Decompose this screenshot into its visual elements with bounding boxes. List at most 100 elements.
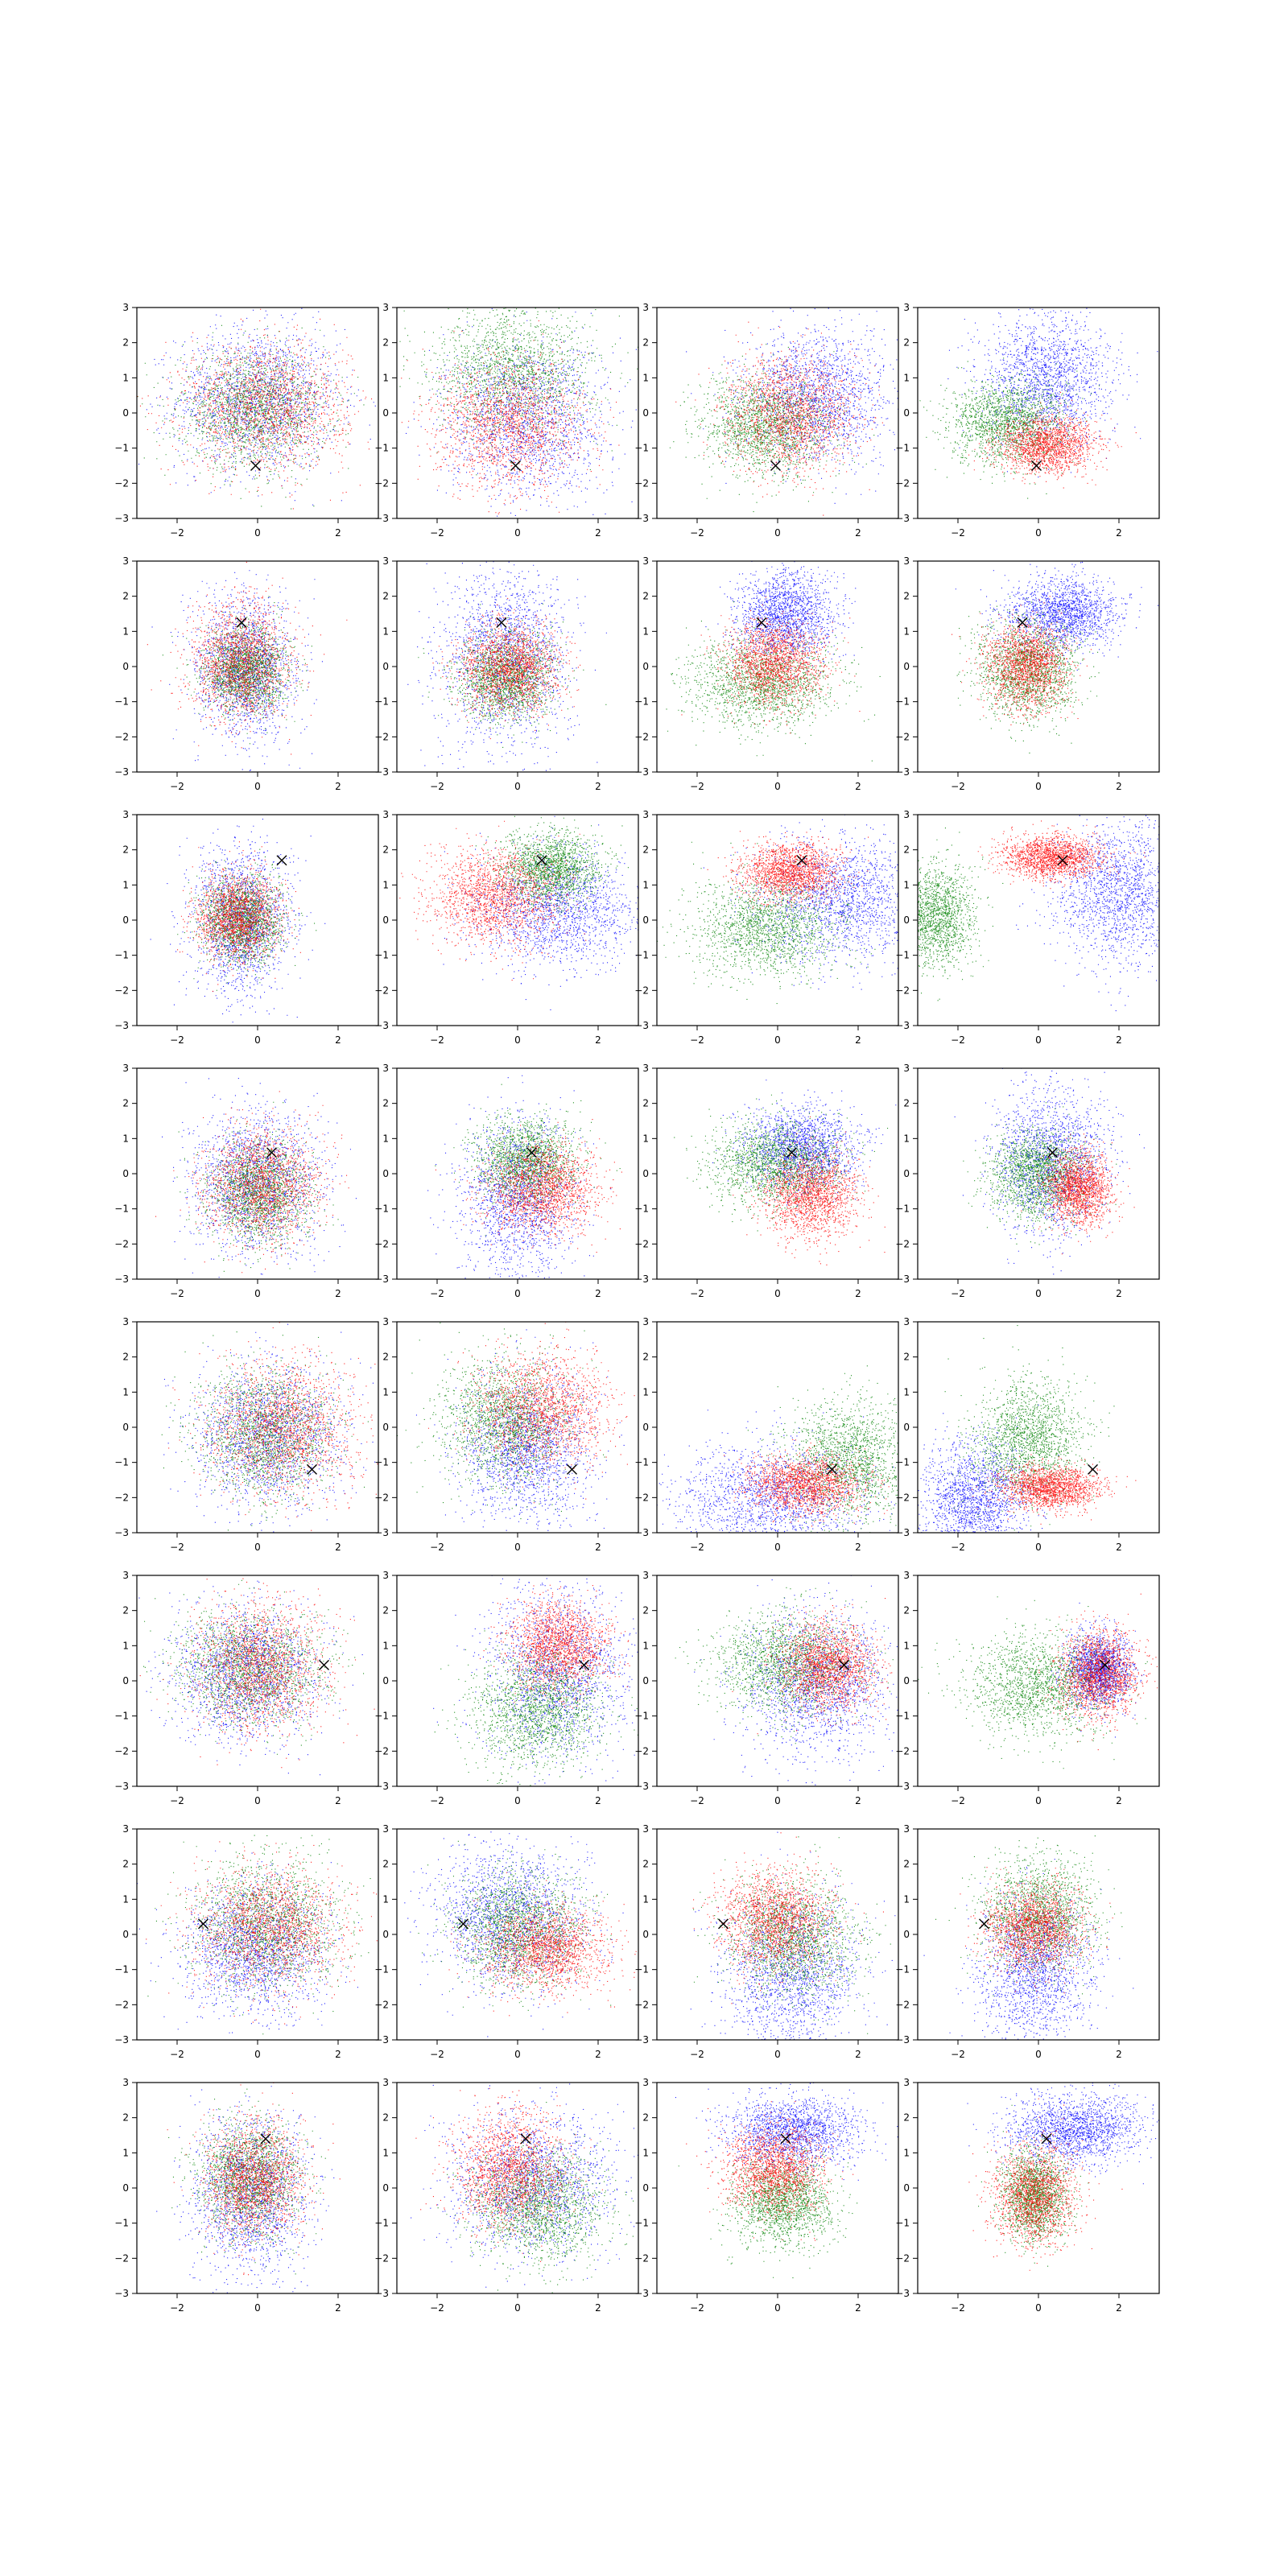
x-tick-label: −2	[170, 2049, 184, 2060]
points-green	[133, 325, 386, 510]
points-red	[724, 1439, 890, 1535]
y-tick-label: 1	[903, 372, 910, 383]
y-tick-label: 2	[382, 1098, 389, 1109]
x-tick-label: −2	[430, 781, 444, 792]
y-tick-label: 2	[903, 844, 910, 856]
axes-frame	[397, 1575, 638, 1786]
y-tick-label: −3	[634, 513, 649, 524]
x-marker	[719, 1919, 729, 1929]
y-tick-label: 2	[903, 1859, 910, 1870]
y-tick-label: −3	[895, 1274, 910, 1285]
y-tick-label: −3	[895, 1020, 910, 1031]
x-tick-label: 2	[335, 2302, 341, 2314]
x-tick-label: −2	[951, 1542, 965, 1553]
y-tick-label: −3	[374, 2288, 389, 2299]
y-tick-label: −2	[374, 1492, 389, 1503]
x-tick-label: 2	[1116, 2302, 1122, 2314]
y-tick-label: −2	[634, 1492, 649, 1503]
y-tick-label: 2	[382, 1605, 389, 1616]
y-tick-label: 1	[382, 625, 389, 637]
x-marker	[537, 856, 547, 865]
y-tick-label: 0	[382, 2182, 389, 2194]
points-red	[121, 301, 398, 509]
x-tick-label: −2	[430, 1795, 444, 1806]
y-tick-label: −2	[114, 985, 129, 996]
y-tick-label: 0	[382, 1675, 389, 1686]
y-tick-label: −2	[374, 1745, 389, 1757]
y-tick-label: 3	[642, 1063, 649, 1074]
y-tick-label: 3	[122, 555, 129, 567]
y-tick-label: 0	[903, 407, 910, 419]
x-tick-label: 2	[855, 1795, 861, 1806]
y-tick-label: 3	[382, 302, 389, 313]
x-tick-label: −2	[170, 2302, 184, 2314]
x-tick-label: −2	[690, 781, 704, 792]
y-tick-label: 1	[122, 2147, 129, 2158]
y-tick-label: 1	[382, 1133, 389, 1144]
x-tick-label: 0	[514, 1542, 521, 1553]
y-tick-label: 0	[122, 2182, 129, 2194]
y-tick-label: −3	[114, 766, 129, 778]
y-tick-label: 2	[382, 591, 389, 602]
x-marker	[1032, 461, 1042, 471]
y-tick-label: −1	[374, 1457, 389, 1468]
x-tick-label: 0	[514, 1795, 521, 1806]
y-tick-label: 1	[382, 1893, 389, 1905]
y-tick-label: −1	[634, 1711, 649, 1722]
y-tick-label: 0	[642, 1675, 649, 1686]
y-tick-label: 1	[642, 1893, 649, 1905]
y-tick-label: 0	[122, 914, 129, 926]
x-tick-label: 0	[254, 527, 261, 539]
y-tick-label: 0	[642, 914, 649, 926]
points-blue	[437, 816, 687, 1010]
y-tick-label: 0	[122, 1422, 129, 1433]
x-tick-label: 0	[1035, 1542, 1042, 1553]
y-tick-label: 2	[382, 1859, 389, 1870]
y-tick-label: 0	[642, 1929, 649, 1940]
x-tick-label: 0	[774, 1034, 781, 1046]
axes-frame	[918, 561, 1159, 772]
x-tick-label: 2	[855, 1542, 861, 1553]
y-tick-label: −1	[634, 1457, 649, 1468]
x-tick-label: −2	[430, 527, 444, 539]
x-tick-label: −2	[690, 1542, 704, 1553]
y-tick-label: 1	[382, 1386, 389, 1397]
points-red	[686, 2101, 853, 2241]
y-tick-label: 1	[382, 372, 389, 383]
y-tick-label: 1	[903, 2147, 910, 2158]
y-tick-label: 0	[642, 2182, 649, 2194]
y-tick-label: 2	[642, 1859, 649, 1870]
y-tick-label: −1	[634, 950, 649, 961]
points-red	[146, 1841, 403, 2024]
y-tick-label: −2	[895, 985, 910, 996]
y-tick-label: −1	[114, 443, 129, 454]
x-tick-label: −2	[430, 1288, 444, 1299]
x-marker	[757, 617, 766, 627]
y-tick-label: 2	[903, 2112, 910, 2124]
y-tick-label: 3	[903, 302, 910, 313]
points-green	[978, 2105, 1088, 2267]
y-tick-label: −2	[114, 731, 129, 742]
y-tick-label: −1	[895, 2218, 910, 2229]
x-tick-label: 0	[514, 781, 521, 792]
y-tick-label: −3	[634, 2288, 649, 2299]
y-tick-label: −3	[374, 1274, 389, 1285]
y-tick-label: 3	[122, 302, 129, 313]
x-tick-label: 2	[1116, 2049, 1122, 2060]
points-green	[957, 589, 1100, 753]
x-tick-label: 2	[595, 2302, 601, 2314]
x-tick-label: −2	[170, 1795, 184, 1806]
points-green	[944, 1325, 1115, 1534]
y-tick-label: 3	[642, 1316, 649, 1327]
y-tick-label: 2	[903, 337, 910, 349]
y-tick-label: −2	[895, 1492, 910, 1503]
y-tick-label: −2	[374, 477, 389, 489]
y-tick-label: −2	[114, 1745, 129, 1757]
